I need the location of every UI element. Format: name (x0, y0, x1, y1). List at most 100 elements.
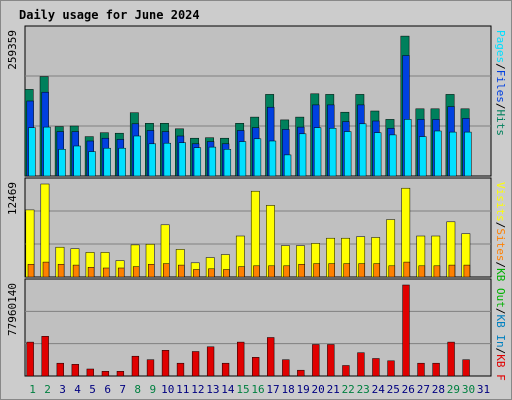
bar-pages-day-20 (313, 127, 322, 177)
bar-kb-f-day-8 (131, 355, 140, 377)
bar-pages-day-17 (268, 140, 277, 177)
bar-kb-f-day-11 (176, 362, 185, 377)
legend-bottom-part: Visits (494, 182, 507, 222)
bar-sites-day-16 (253, 265, 260, 278)
x-label-day-29: 29 (447, 383, 460, 396)
x-label-day-15: 15 (236, 383, 249, 396)
legend-bottom: Visits/Sites/KB Out/KB In/KB F (494, 182, 507, 381)
bar-kb-f-day-22 (342, 365, 350, 377)
bar-sites-day-3 (57, 264, 65, 278)
legend-bottom-part: KB In (494, 315, 507, 348)
bar-sites-day-15 (238, 266, 245, 278)
bar-sites-day-8 (132, 266, 140, 278)
bar-pages-day-29 (449, 131, 457, 177)
x-label-day-26: 26 (402, 383, 415, 396)
bar-sites-day-23 (358, 263, 365, 278)
legend-top-part: / (494, 103, 507, 110)
legend-bottom-part: / (494, 308, 507, 315)
bar-pages-day-15 (238, 141, 247, 177)
y-max-label-top: 259359 (6, 30, 19, 70)
x-label-day-6: 6 (104, 383, 111, 396)
x-label-day-22: 22 (342, 383, 355, 396)
bar-sites-day-10 (163, 263, 170, 278)
bar-sites-day-12 (193, 269, 200, 278)
legend-top-part: / (494, 63, 507, 70)
x-label-day-28: 28 (432, 383, 445, 396)
x-label-day-16: 16 (251, 383, 264, 396)
x-label-day-17: 17 (266, 383, 279, 396)
bar-sites-day-27 (418, 265, 426, 278)
bar-pages-day-5 (88, 151, 96, 177)
bar-pages-day-30 (464, 131, 472, 177)
bar-sites-day-26 (403, 261, 411, 278)
bar-sites-day-30 (463, 264, 471, 278)
x-label-day-21: 21 (327, 383, 340, 396)
bar-pages-day-26 (404, 119, 412, 177)
bar-sites-day-17 (268, 265, 275, 278)
bar-sites-day-29 (448, 264, 456, 278)
x-label-day-18: 18 (281, 383, 294, 396)
x-label-day-20: 20 (311, 383, 324, 396)
bar-kb-f-day-3 (56, 362, 64, 377)
x-label-day-30: 30 (462, 383, 475, 396)
bar-pages-day-4 (73, 145, 81, 177)
bar-sites-day-4 (72, 264, 80, 278)
x-label-day-11: 11 (176, 383, 189, 396)
bar-kb-f-day-17 (267, 337, 275, 377)
legend-bottom-part: / (494, 348, 507, 355)
bar-kb-f-day-14 (221, 362, 230, 377)
x-label-day-23: 23 (357, 383, 370, 396)
bar-kb-f-day-15 (237, 341, 245, 377)
bar-kb-f-day-7 (116, 371, 125, 377)
bar-pages-day-8 (133, 135, 141, 177)
bar-kb-f-day-18 (282, 359, 290, 377)
bar-kb-f-day-5 (86, 368, 94, 377)
bar-pages-day-3 (58, 149, 66, 177)
bar-pages-day-2 (43, 126, 51, 177)
bar-sites-day-21 (328, 263, 335, 278)
legend-bottom-part: KB F (494, 354, 507, 381)
bar-pages-day-19 (298, 133, 307, 177)
x-label-day-7: 7 (119, 383, 126, 396)
bar-sites-day-5 (87, 267, 95, 278)
panel-top: 259359 (6, 25, 492, 177)
bar-sites-day-1 (27, 264, 35, 278)
bar-kb-f-day-10 (161, 350, 170, 377)
bar-pages-day-24 (374, 132, 382, 177)
bar-sites-day-19 (298, 264, 305, 278)
bar-sites-day-25 (388, 265, 396, 278)
legend-top-part: Pages (494, 30, 507, 63)
chart-title: Daily usage for June 2024 (19, 8, 200, 22)
bar-sites-day-28 (433, 265, 441, 278)
x-label-day-9: 9 (149, 383, 156, 396)
bar-kb-f-day-19 (297, 369, 305, 377)
bar-pages-day-28 (434, 130, 442, 177)
legend-top-part: Files (494, 70, 507, 103)
bar-pages-day-14 (223, 149, 232, 177)
x-label-day-19: 19 (296, 383, 309, 396)
bar-pages-day-11 (178, 142, 186, 177)
bar-sites-day-24 (373, 263, 380, 278)
x-label-day-10: 10 (161, 383, 174, 396)
bar-kb-f-day-9 (146, 359, 155, 377)
bar-pages-day-10 (163, 142, 171, 177)
bar-kb-f-day-6 (101, 371, 110, 377)
bar-sites-day-20 (313, 263, 320, 278)
bar-pages-day-21 (329, 128, 337, 177)
x-label-day-3: 3 (59, 383, 66, 396)
bar-kb-f-day-4 (71, 364, 79, 377)
bar-pages-day-12 (193, 147, 202, 177)
bar-kb-f-day-13 (206, 346, 215, 377)
legend-bottom-part: Sites (494, 228, 507, 261)
panel-middle: 12469 (6, 177, 492, 278)
bar-pages-day-13 (208, 146, 217, 177)
bar-kb-f-day-23 (357, 352, 365, 377)
x-label-day-25: 25 (387, 383, 400, 396)
y-max-label-bottom: 77960140 (6, 283, 19, 336)
y-max-label-middle: 12469 (6, 182, 19, 215)
x-label-day-2: 2 (44, 383, 51, 396)
x-label-day-14: 14 (221, 383, 235, 396)
legend-top: Pages/Files/Hits (494, 30, 507, 136)
bar-sites-day-22 (343, 263, 350, 278)
